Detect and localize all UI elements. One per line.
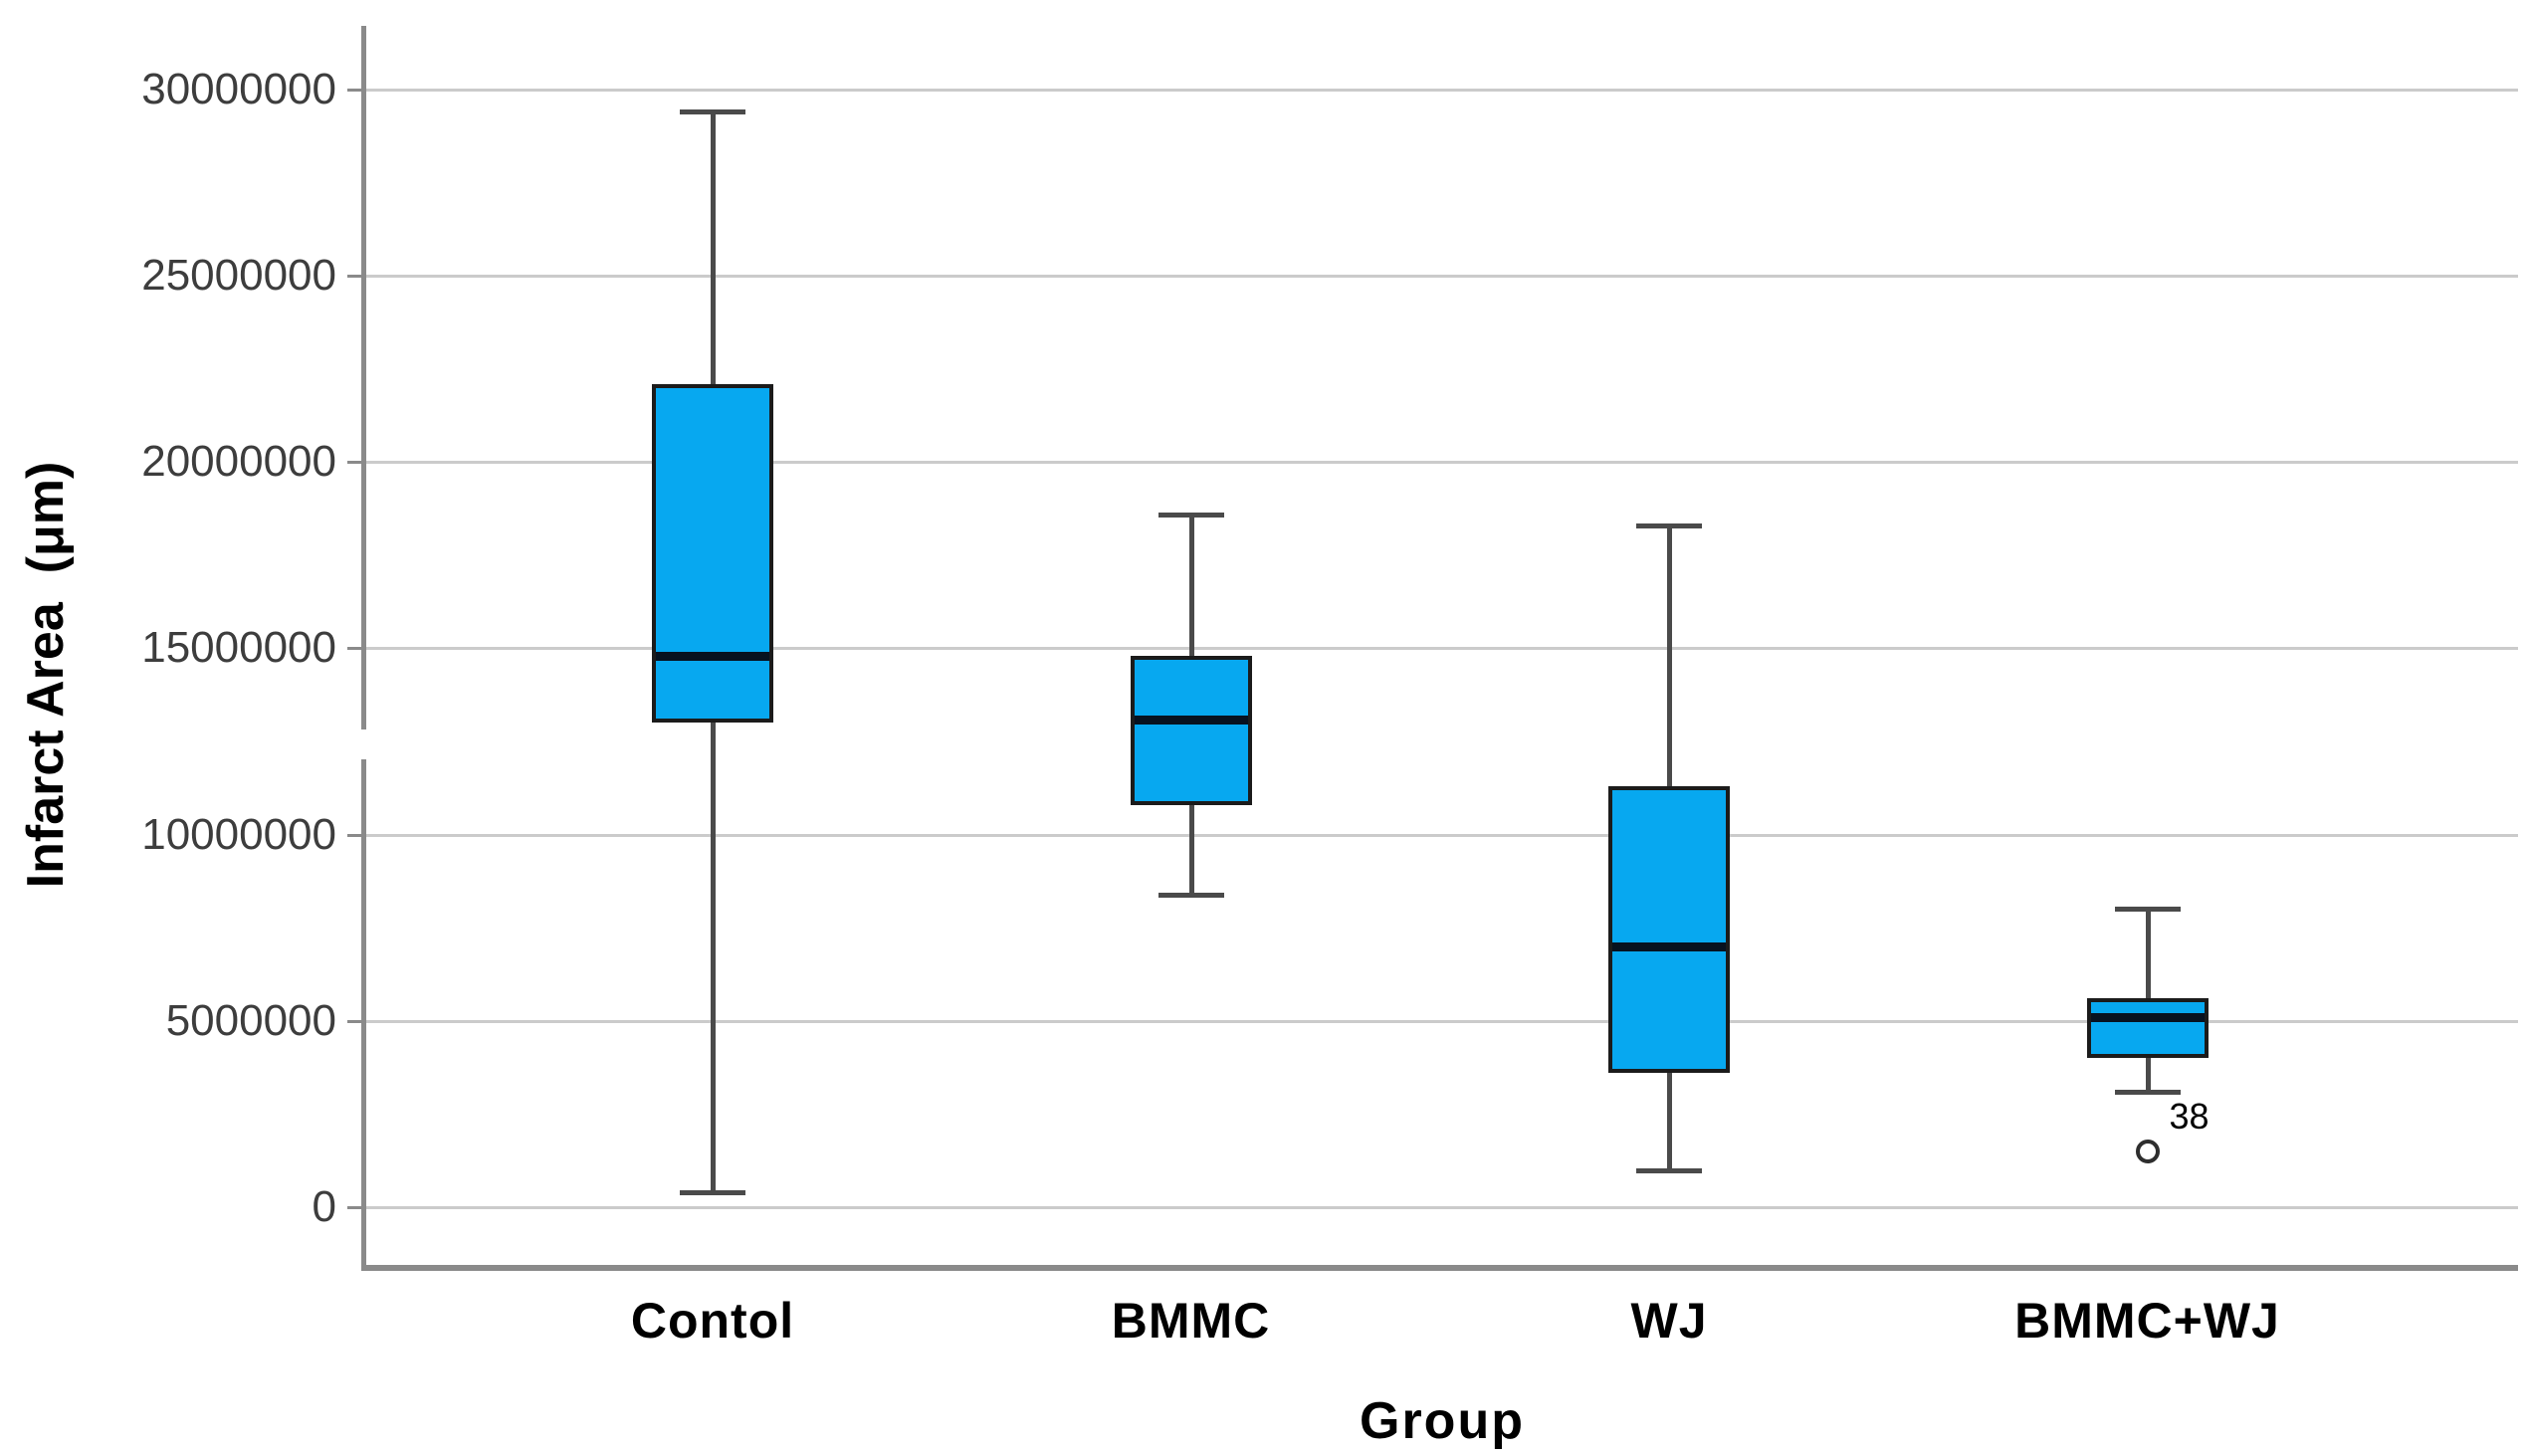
gridline bbox=[366, 833, 2518, 837]
y-tick-label: 25000000 bbox=[141, 251, 336, 300]
whisker-upper-cap bbox=[1636, 522, 1702, 528]
outlier-point bbox=[2135, 1139, 2160, 1163]
y-tick-mark bbox=[347, 1019, 366, 1023]
whisker-upper-stem bbox=[711, 111, 716, 384]
whisker-lower-stem bbox=[711, 723, 716, 1192]
whisker-upper-stem bbox=[1188, 514, 1194, 656]
category-label: BMMC bbox=[1111, 1293, 1271, 1349]
box-iqr bbox=[1130, 655, 1252, 805]
y-tick-mark bbox=[347, 88, 366, 92]
gridline bbox=[366, 1019, 2518, 1023]
y-tick-mark bbox=[347, 833, 366, 837]
gridline bbox=[366, 275, 2518, 278]
y-tick-label: 10000000 bbox=[141, 809, 336, 859]
y-tick-label: 5000000 bbox=[165, 995, 336, 1045]
y-tick-mark bbox=[347, 275, 366, 278]
gridline bbox=[366, 88, 2518, 92]
gridline bbox=[366, 647, 2518, 651]
x-axis-title: Group bbox=[1360, 1392, 1525, 1450]
whisker-upper-cap bbox=[1157, 512, 1224, 518]
x-axis-line bbox=[361, 1265, 2518, 1271]
box-median-line bbox=[1612, 941, 1726, 951]
whisker-upper-cap bbox=[680, 109, 745, 115]
y-axis-line-upper bbox=[361, 26, 366, 729]
box-median-line bbox=[2090, 1013, 2205, 1023]
category-label: WJ bbox=[1630, 1293, 1708, 1349]
y-tick-mark bbox=[347, 461, 366, 465]
gridline bbox=[366, 1206, 2518, 1209]
box-iqr bbox=[652, 383, 773, 724]
whisker-lower-cap bbox=[2114, 1089, 2181, 1095]
y-tick-label: 0 bbox=[312, 1182, 336, 1231]
whisker-upper-stem bbox=[1667, 524, 1672, 786]
y-axis-line-lower bbox=[361, 759, 366, 1271]
box-iqr bbox=[2086, 998, 2209, 1059]
whisker-upper-stem bbox=[2145, 909, 2151, 999]
box-median-line bbox=[656, 651, 769, 661]
whisker-lower-cap bbox=[1157, 892, 1224, 898]
y-tick-mark bbox=[347, 647, 366, 651]
box-median-line bbox=[1134, 715, 1248, 725]
whisker-lower-stem bbox=[1667, 1073, 1672, 1170]
y-tick-label: 15000000 bbox=[141, 623, 336, 673]
outlier-label: 38 bbox=[2169, 1095, 2209, 1137]
category-label: BMMC+WJ bbox=[2014, 1293, 2280, 1349]
whisker-lower-cap bbox=[680, 1190, 745, 1196]
whisker-upper-cap bbox=[2114, 907, 2181, 913]
y-tick-label: 20000000 bbox=[141, 437, 336, 487]
whisker-lower-stem bbox=[1188, 804, 1194, 895]
y-tick-mark bbox=[347, 1206, 366, 1209]
whisker-lower-stem bbox=[2145, 1058, 2151, 1092]
whisker-lower-cap bbox=[1636, 1167, 1702, 1173]
box-iqr bbox=[1608, 785, 1730, 1074]
y-tick-label: 30000000 bbox=[141, 64, 336, 113]
category-label: Contol bbox=[630, 1293, 795, 1349]
gridline bbox=[366, 461, 2518, 465]
y-axis-title: Infarct Area (μm) bbox=[17, 461, 75, 889]
